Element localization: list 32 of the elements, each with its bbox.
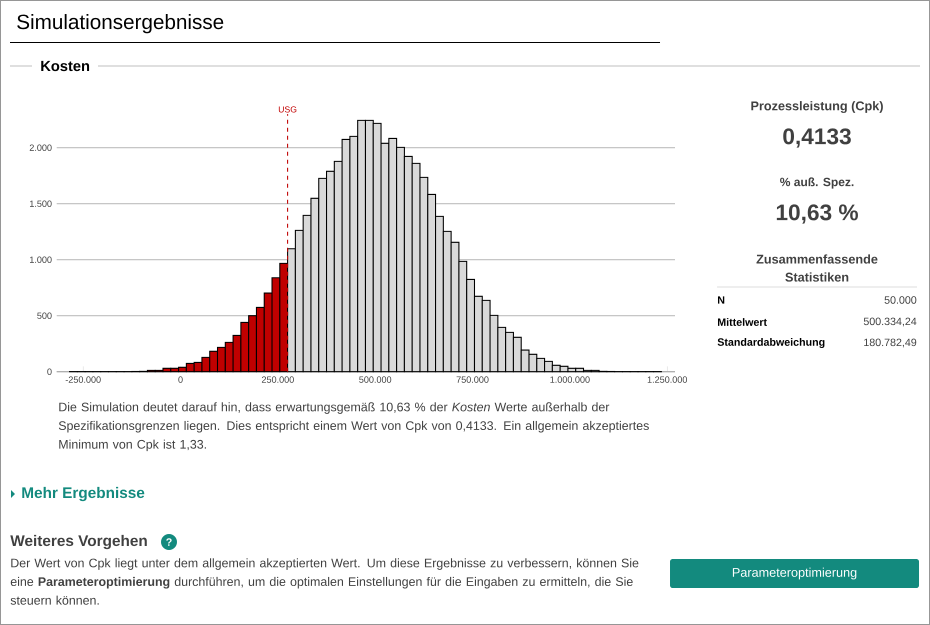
text: % auß. Spez. xyxy=(780,177,854,189)
text: Standardabweichung xyxy=(718,338,824,348)
y-tick-label: 1.500 xyxy=(30,200,52,207)
x-tick-label: 1.000.000 xyxy=(550,376,590,383)
y-tick-label: 1.000 xyxy=(30,256,52,263)
x-tick-label: 250.000 xyxy=(262,376,294,383)
text: 50.000 xyxy=(884,296,916,304)
text: 500.334,24 xyxy=(864,318,916,326)
text: Zusammenfassende Statistiken xyxy=(756,254,878,282)
text: ? xyxy=(166,538,172,546)
text: 0,4133 xyxy=(783,128,851,148)
y-tick-label: 0 xyxy=(47,368,52,375)
x-tick-label: -250.000 xyxy=(66,376,101,383)
text: Der Wert von Cpk liegt unter dem allgemein akzeptierten Wert. Um diese Ergebnisse zu verbessern, können Sie eine Parameteroptimierung durchführen, um die optimalen Einstellungen für die Eingaben zu ermitteln, die Sie steuern können. xyxy=(10,558,638,605)
x-tick-label: 500.000 xyxy=(359,376,392,383)
chart-title: Simulationsergebnisse xyxy=(17,14,224,34)
ref-line-label: USG xyxy=(278,106,296,112)
text: Die Simulation deutet darauf hin, dass erwartungsgemäß 10,63 % der Kosten Werte außerhalb der Spezifikationsgrenzen liegen. Dies entspricht einem Wert von Cpk von 0,4133. Ein allgemein akzeptiertes Minimum von Cpk ist 1,33. xyxy=(58,402,649,452)
text: N xyxy=(718,296,724,304)
y-tick-label: 500 xyxy=(37,312,52,319)
text: 180.782,49 xyxy=(864,338,916,348)
text: Weiteres Vorgehen xyxy=(10,534,147,550)
text: Prozessleistung (Cpk) xyxy=(751,101,883,113)
text: 10,63 % xyxy=(776,204,858,224)
text: Parameteroptimierung xyxy=(732,568,856,580)
y-tick-label: 2.000 xyxy=(30,144,52,151)
text: Mittelwert xyxy=(718,318,767,326)
x-tick-label: 750.000 xyxy=(456,376,489,383)
x-tick-label: 1.250.000 xyxy=(648,376,688,383)
text: Mehr Ergebnisse xyxy=(22,486,144,502)
x-tick-label: 0 xyxy=(178,376,183,383)
chart-subtitle: Kosten xyxy=(41,60,90,72)
